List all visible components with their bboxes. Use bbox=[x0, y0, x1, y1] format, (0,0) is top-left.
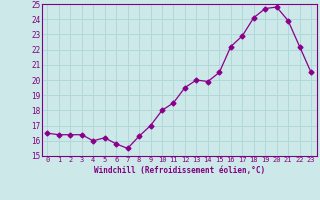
X-axis label: Windchill (Refroidissement éolien,°C): Windchill (Refroidissement éolien,°C) bbox=[94, 166, 265, 175]
